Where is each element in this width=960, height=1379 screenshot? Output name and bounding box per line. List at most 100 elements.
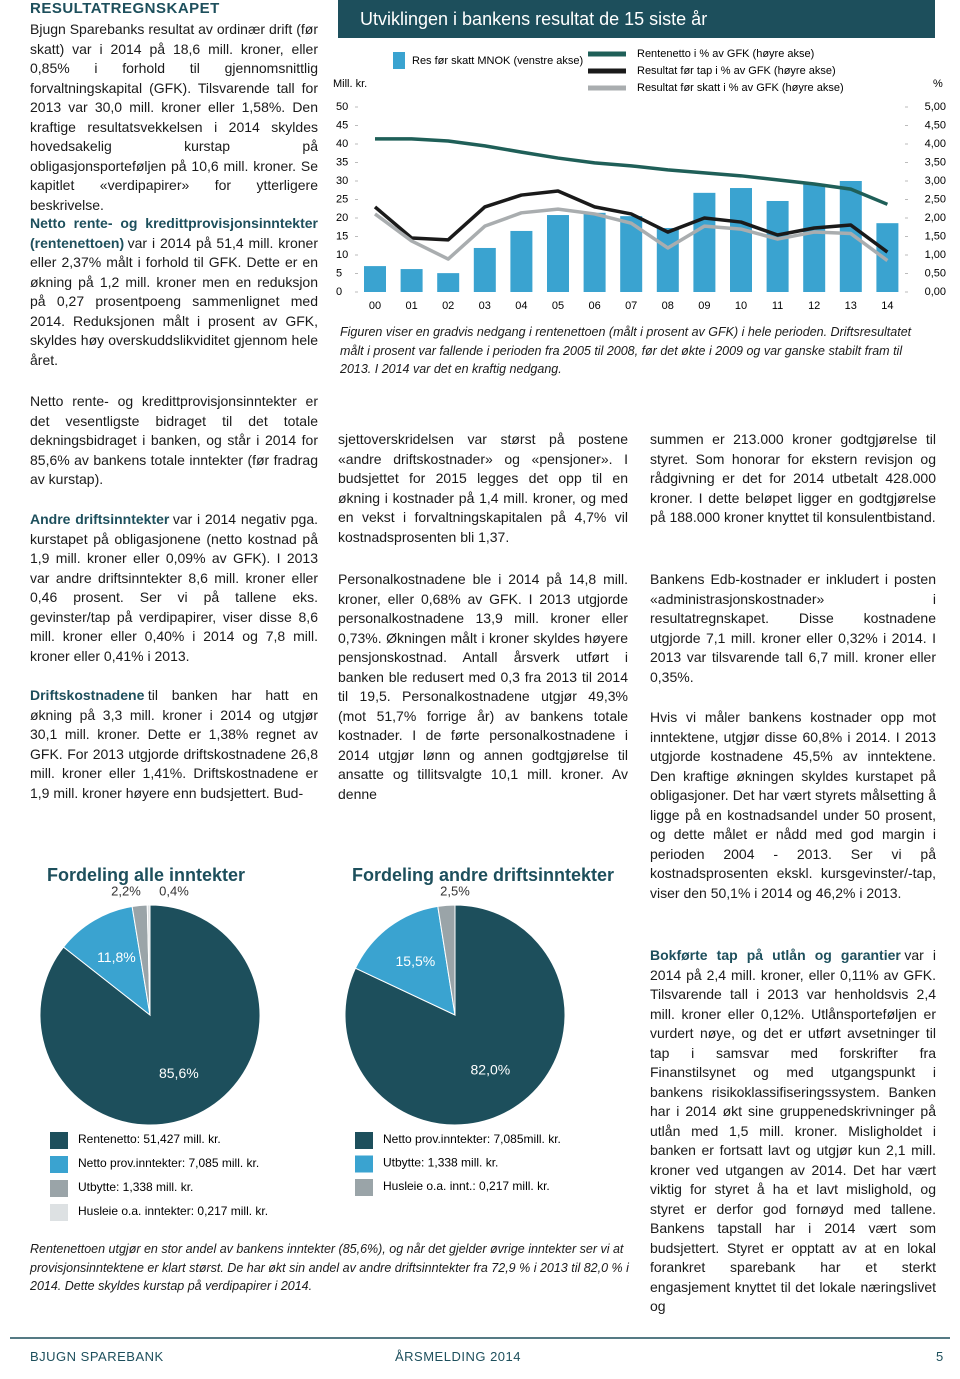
x-tick-label: 09 [698, 300, 710, 312]
legend-swatch [50, 1132, 68, 1149]
line-series [373, 207, 889, 262]
x-tick-label: 03 [479, 300, 491, 312]
x-tick-label: 08 [662, 300, 674, 312]
y-tick-label: 30 [336, 175, 348, 187]
y-tick-label: 15 [336, 230, 348, 242]
chart-title: Utviklingen i bankens resultat de 15 sis… [360, 9, 707, 29]
pie-value-label: 11,8% [97, 949, 136, 965]
legend-swatch [50, 1156, 68, 1173]
paragraph: Netto rente- og kredittprovisjonsinntekt… [30, 392, 318, 490]
section-heading: RESULTATREGNSKAPET [30, 0, 220, 17]
paragraph: Hvis vi måler bankens kostnader opp mot … [650, 708, 936, 903]
pie-value-label: 2,5% [440, 883, 470, 898]
paragraph: Bankens Edb-kostnader er inkludert i pos… [650, 570, 936, 687]
legend-swatch [50, 1180, 68, 1197]
paragraph: sjettoverskridelsen var størst på posten… [338, 430, 628, 547]
y2-tick-label: 4,00 [925, 138, 946, 150]
bar [364, 266, 386, 292]
pie-value-label: 2,2% [111, 883, 141, 898]
legend-swatch [355, 1155, 373, 1173]
x-tick-label: 14 [881, 300, 893, 312]
legend-label: Utbytte: 1,338 mill. kr. [78, 1180, 193, 1194]
legend-label: Utbytte: 1,338 mill. kr. [383, 1156, 498, 1170]
paragraph-text: Bankens Edb-kostnader er inkludert i pos… [650, 571, 936, 685]
footer-bank: BJUGN SPAREBANK [30, 1349, 164, 1364]
legend-label: Husleie o.a. inntekter: 0,217 mill. kr. [78, 1204, 268, 1218]
y2-axis-label: % [933, 78, 943, 90]
x-tick-label: 02 [442, 300, 454, 312]
bar [437, 273, 460, 292]
paragraph: summen er 213.000 kroner godtgjørelse ti… [650, 430, 936, 528]
pie-slice [146, 904, 151, 1016]
paragraph-text: var i 2014 på 51,4 mill. kroner eller 2,… [30, 234, 318, 368]
y-axis-label: Mill. kr. [333, 78, 367, 90]
pie-value-label: 85,6% [159, 1065, 199, 1081]
bar [400, 269, 423, 292]
pie-slice [437, 904, 456, 1016]
chart-title-bar [338, 0, 935, 38]
legend-swatch [50, 1204, 68, 1221]
x-tick-label: 05 [552, 300, 564, 312]
x-tick-label: 06 [588, 300, 600, 312]
y2-tick-label: 3,50 [925, 156, 946, 168]
y-tick-label: 20 [336, 212, 348, 224]
paragraph-text: sjettoverskridelsen var størst på posten… [338, 431, 628, 545]
y-tick-label: 10 [336, 249, 348, 261]
bar [510, 230, 533, 292]
paragraph-lead: Bokførte tap på utlån og garantier [650, 947, 901, 963]
paragraph-text: Hvis vi måler bankens kostnader opp mot … [650, 709, 936, 901]
paragraph-text: Netto rente- og kredittprovisjonsinntekt… [30, 393, 318, 487]
x-tick-label: 10 [735, 300, 747, 312]
legend-label: Res før skatt MNOK (venstre akse) [412, 55, 583, 67]
x-tick-label: 12 [808, 300, 820, 312]
y-tick-label: 35 [336, 156, 348, 168]
legend-label: Netto prov.inntekter: 7,085 mill. kr. [78, 1156, 259, 1170]
x-tick-label: 07 [625, 300, 637, 312]
paragraph-text: summen er 213.000 kroner godtgjørelse ti… [650, 431, 936, 525]
bar [839, 181, 862, 292]
x-tick-label: 04 [515, 300, 527, 312]
y2-tick-label: 3,00 [925, 175, 946, 187]
legend-label: Resultat før skatt i % av GFK (høyre aks… [637, 82, 844, 94]
chart-caption: Figuren viser en gradvis nedgang i rente… [340, 325, 912, 376]
pie-title: Fordeling andre driftsinntekter [352, 865, 614, 885]
x-tick-label: 13 [845, 300, 857, 312]
paragraph-text: Bjugn Sparebanks resultat av ordinær dri… [30, 21, 318, 213]
bar [583, 212, 606, 292]
y2-tick-label: 0,50 [925, 267, 946, 279]
pie-slice [62, 905, 151, 1017]
x-tick-label: 11 [772, 300, 783, 312]
paragraph-text: var i 2014 negativ pga. kurstapet på obl… [30, 511, 318, 664]
legend-label: Rentenetto: 51,427 mill. kr. [78, 1132, 221, 1146]
bar [766, 200, 789, 292]
legend-label: Husleie o.a. innt.: 0,217 mill. kr. [383, 1179, 550, 1193]
line-series [373, 189, 889, 254]
pie-title: Fordeling alle inntekter [47, 865, 245, 885]
bar [656, 227, 679, 292]
pie-value-label: 15,5% [396, 953, 436, 969]
legend-label: Rentenetto i % av GFK (høyre akse) [637, 48, 814, 60]
y-tick-label: 45 [336, 119, 348, 131]
paragraph-lead: Driftskostnadene [30, 687, 145, 703]
bar [876, 223, 899, 292]
y2-tick-label: 4,50 [925, 119, 946, 131]
bar [620, 216, 643, 292]
pie-value-label: 82,0% [471, 1061, 511, 1077]
legend-label: Resultat før tap i % av GFK (høyre akse) [637, 65, 836, 77]
y2-tick-label: 1,50 [925, 230, 946, 242]
paragraph: Personalkostnadene ble i 2014 på 14,8 mi… [338, 570, 628, 804]
bar [803, 183, 826, 292]
x-tick-label: 00 [369, 300, 381, 312]
y-tick-label: 40 [336, 138, 348, 150]
legend-swatch [393, 52, 405, 69]
paragraph-lead: Andre driftsinntekter [30, 511, 170, 527]
y2-tick-label: 5,00 [925, 101, 946, 113]
y-tick-label: 0 [336, 286, 342, 298]
pie-value-label: 0,4% [159, 883, 189, 898]
bar [473, 247, 496, 292]
paragraph: Driftskostnadene til banken har hatt en ø… [30, 686, 318, 803]
pie-slice [354, 905, 456, 1016]
paragraph: Andre driftsinntekter var i 2014 negativ … [30, 510, 318, 666]
legend-swatch [355, 1179, 373, 1196]
